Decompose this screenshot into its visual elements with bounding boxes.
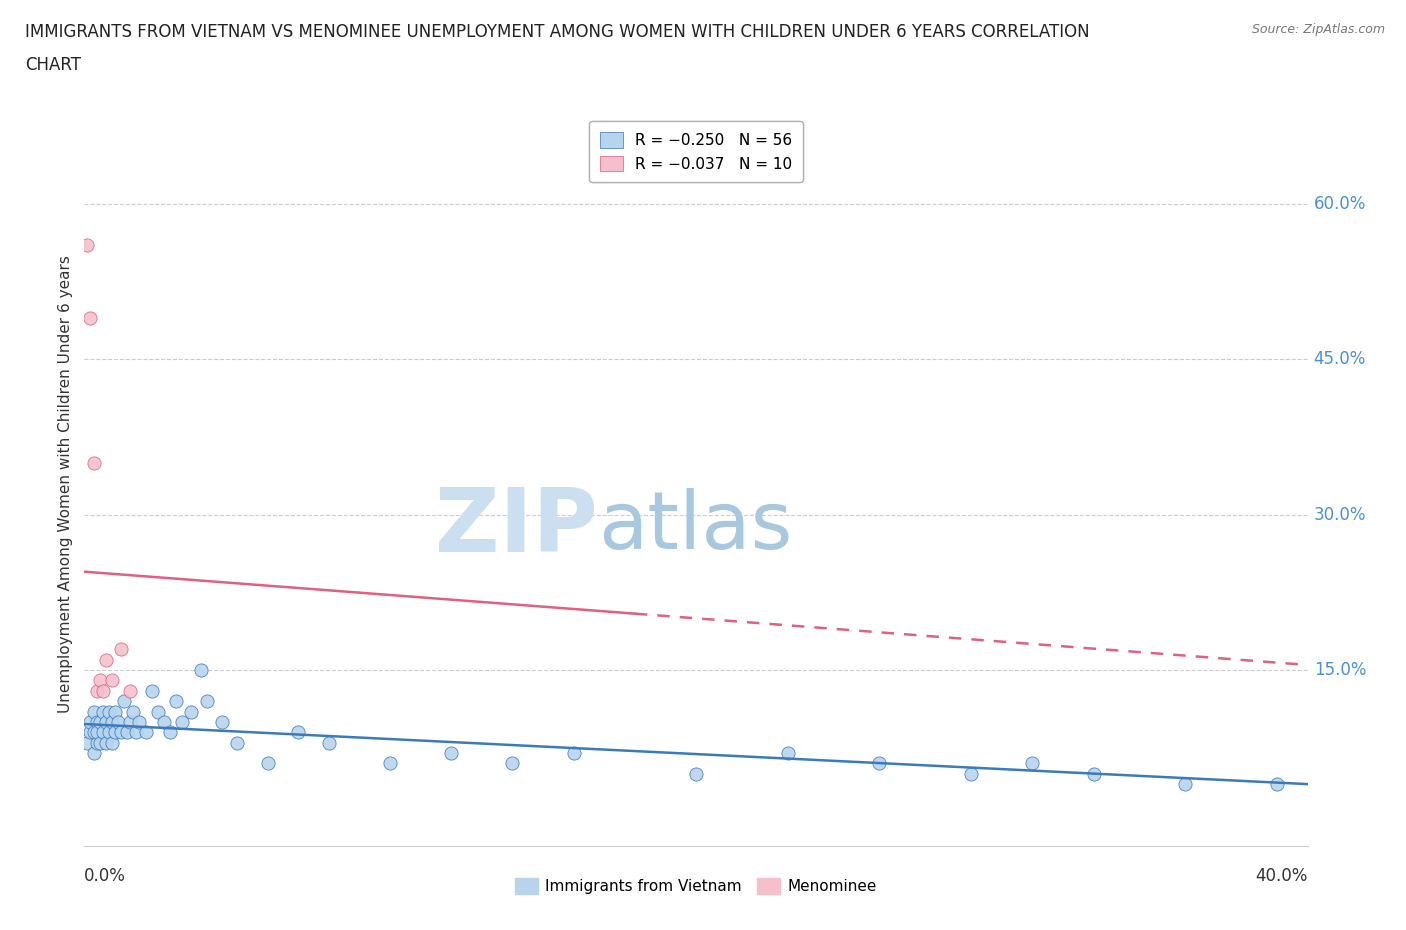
Point (94, 736, 117, 751)
Point (76, 736, 98, 751)
Point (91, 724, 114, 739)
Point (83, 746, 105, 761)
Text: ZIP: ZIP (436, 484, 598, 571)
Point (86, 684, 108, 698)
Point (146, 704, 169, 719)
Point (79, 311, 101, 325)
Point (287, 724, 309, 739)
Point (120, 714, 142, 729)
Point (79, 724, 101, 739)
Point (110, 724, 132, 739)
Point (159, 724, 181, 739)
Point (89, 736, 111, 751)
Point (120, 684, 142, 698)
Point (86, 714, 108, 729)
Point (1083, 766, 1105, 781)
Point (89, 673, 111, 688)
Point (94, 652, 117, 667)
Point (153, 714, 176, 729)
Point (960, 766, 983, 781)
Point (440, 746, 463, 761)
Text: 30.0%: 30.0% (1313, 506, 1367, 524)
Point (83, 704, 105, 719)
Point (97, 724, 120, 739)
Point (190, 663, 212, 678)
Text: CHART: CHART (25, 56, 82, 73)
Point (211, 714, 233, 729)
Point (135, 724, 157, 739)
Text: 45.0%: 45.0% (1313, 351, 1367, 368)
Point (1174, 777, 1197, 791)
Point (869, 756, 891, 771)
Point (562, 746, 585, 761)
Point (502, 756, 524, 771)
Point (104, 724, 127, 739)
Text: 60.0%: 60.0% (1313, 194, 1367, 213)
Point (101, 714, 124, 729)
Point (226, 736, 249, 751)
Legend: R = −0.250   N = 56, R = −0.037   N = 10: R = −0.250 N = 56, R = −0.037 N = 10 (589, 121, 803, 182)
Point (107, 714, 129, 729)
Point (1021, 756, 1043, 771)
Point (1265, 777, 1288, 791)
Point (91, 704, 114, 719)
Point (141, 684, 163, 698)
Text: Source: ZipAtlas.com: Source: ZipAtlas.com (1251, 23, 1385, 36)
Point (318, 736, 340, 751)
Point (101, 673, 124, 688)
Point (91, 684, 114, 698)
Point (125, 724, 148, 739)
Point (180, 704, 202, 719)
Point (380, 756, 402, 771)
Point (115, 724, 138, 739)
Point (83, 456, 105, 471)
Point (776, 746, 799, 761)
Point (128, 714, 150, 729)
Point (195, 694, 218, 709)
Point (76, 238, 98, 253)
Point (104, 704, 127, 719)
Point (122, 704, 145, 719)
Point (94, 714, 117, 729)
Text: 15.0%: 15.0% (1313, 661, 1367, 679)
Point (97, 704, 120, 719)
Point (86, 724, 108, 739)
Point (685, 766, 707, 781)
Point (110, 642, 132, 657)
Point (83, 724, 105, 739)
Text: IMMIGRANTS FROM VIETNAM VS MENOMINEE UNEMPLOYMENT AMONG WOMEN WITH CHILDREN UNDE: IMMIGRANTS FROM VIETNAM VS MENOMINEE UNE… (25, 23, 1090, 41)
Point (165, 694, 187, 709)
Point (172, 714, 194, 729)
Text: 40.0%: 40.0% (1256, 867, 1308, 885)
Text: 0.0%: 0.0% (84, 867, 127, 885)
Point (257, 756, 280, 771)
Text: atlas: atlas (598, 488, 793, 566)
Point (89, 714, 111, 729)
Point (86, 736, 108, 751)
Point (112, 694, 135, 709)
Point (79, 714, 101, 729)
Y-axis label: Unemployment Among Women with Children Under 6 years: Unemployment Among Women with Children U… (58, 255, 73, 712)
Point (101, 736, 124, 751)
